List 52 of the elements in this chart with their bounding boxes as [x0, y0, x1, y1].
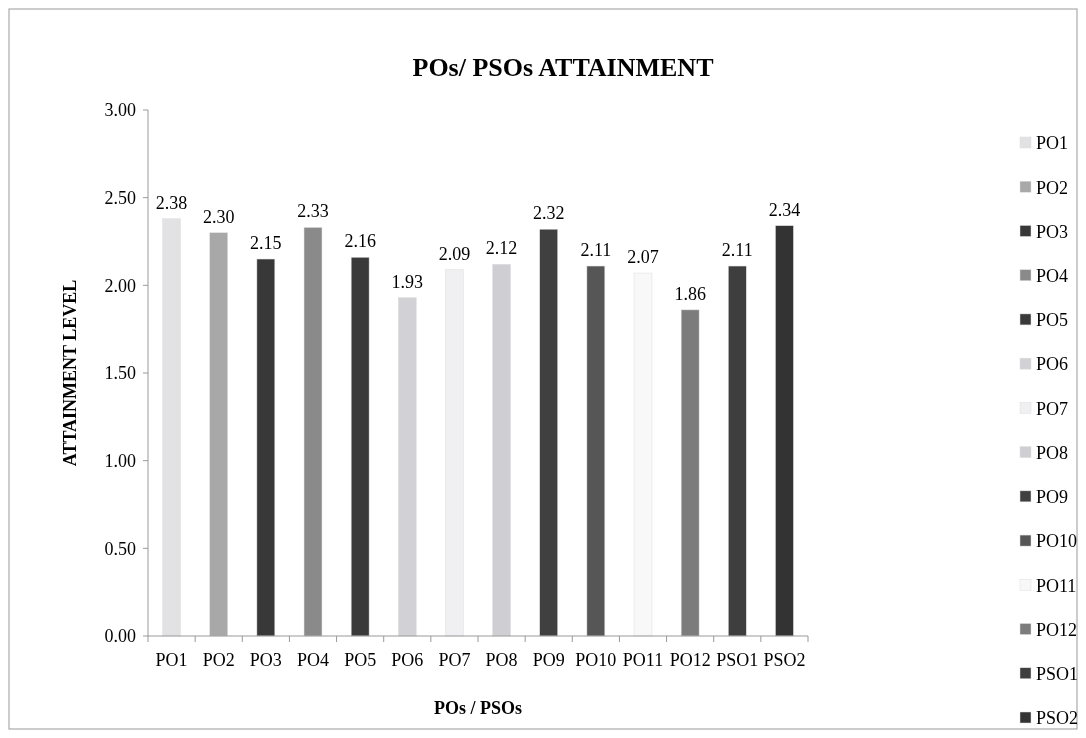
legend-label: PO10 — [1036, 531, 1078, 552]
data-label: 1.86 — [674, 283, 706, 304]
y-tick-label: 1.00 — [104, 450, 136, 471]
y-tick-label: 3.00 — [104, 100, 136, 121]
legend-label: PO8 — [1036, 442, 1069, 463]
x-tick-label: PO11 — [622, 650, 664, 670]
legend-label: PO1 — [1036, 133, 1069, 154]
data-label: 2.09 — [438, 243, 471, 264]
x-tick-label: PO4 — [296, 650, 330, 670]
legend-label: PO7 — [1036, 398, 1069, 419]
chart-title: POs/ PSOs ATTAINMENT — [412, 53, 714, 82]
legend-label: PO2 — [1036, 177, 1069, 198]
x-tick-label: PO2 — [202, 650, 235, 670]
legend-label: PO11 — [1036, 575, 1077, 596]
legend-label: PO4 — [1036, 265, 1069, 286]
data-label: 2.15 — [250, 233, 282, 254]
data-label: 1.93 — [391, 271, 424, 292]
legend-label: PSO1 — [1036, 664, 1079, 685]
y-axis-title: ATTAINMENT LEVEL — [60, 279, 80, 467]
x-axis-title: POs / PSOs — [433, 698, 523, 718]
x-tick-label: PO10 — [575, 650, 617, 670]
legend-label: PO9 — [1036, 487, 1069, 508]
legend-label: PSO2 — [1036, 708, 1079, 729]
x-tick-label: PO7 — [438, 650, 471, 670]
y-tick-label: 1.50 — [104, 363, 136, 384]
y-tick-label: 2.50 — [104, 187, 136, 208]
data-label: 2.30 — [202, 206, 235, 227]
data-label: 2.34 — [768, 199, 801, 220]
data-label: 2.32 — [532, 203, 565, 224]
x-tick-label: PO3 — [249, 650, 282, 670]
data-label: 2.16 — [344, 231, 376, 252]
y-tick-label: 2.00 — [104, 275, 136, 296]
x-tick-label: PO5 — [344, 650, 377, 670]
legend-label: PO5 — [1036, 310, 1069, 331]
y-tick-label: 0.00 — [104, 626, 136, 647]
x-tick-label: PSO1 — [716, 650, 759, 670]
data-label: 2.33 — [297, 201, 329, 222]
legend-label: PO6 — [1036, 354, 1069, 375]
data-label: 2.11 — [721, 240, 753, 261]
x-tick-label: PO9 — [532, 650, 565, 670]
x-tick-label: PO8 — [485, 650, 518, 670]
data-label: 2.38 — [155, 192, 188, 213]
x-tick-label: PO1 — [155, 650, 188, 670]
legend-label: PO3 — [1036, 221, 1069, 242]
legend-label: PO12 — [1036, 619, 1078, 640]
data-label: 2.11 — [580, 240, 612, 261]
data-label: 2.12 — [485, 238, 518, 259]
y-tick-label: 0.50 — [104, 538, 136, 559]
x-tick-label: PO12 — [669, 650, 711, 670]
x-tick-label: PSO2 — [763, 650, 806, 670]
x-tick-label: PO6 — [391, 650, 424, 670]
data-label: 2.07 — [627, 247, 659, 268]
